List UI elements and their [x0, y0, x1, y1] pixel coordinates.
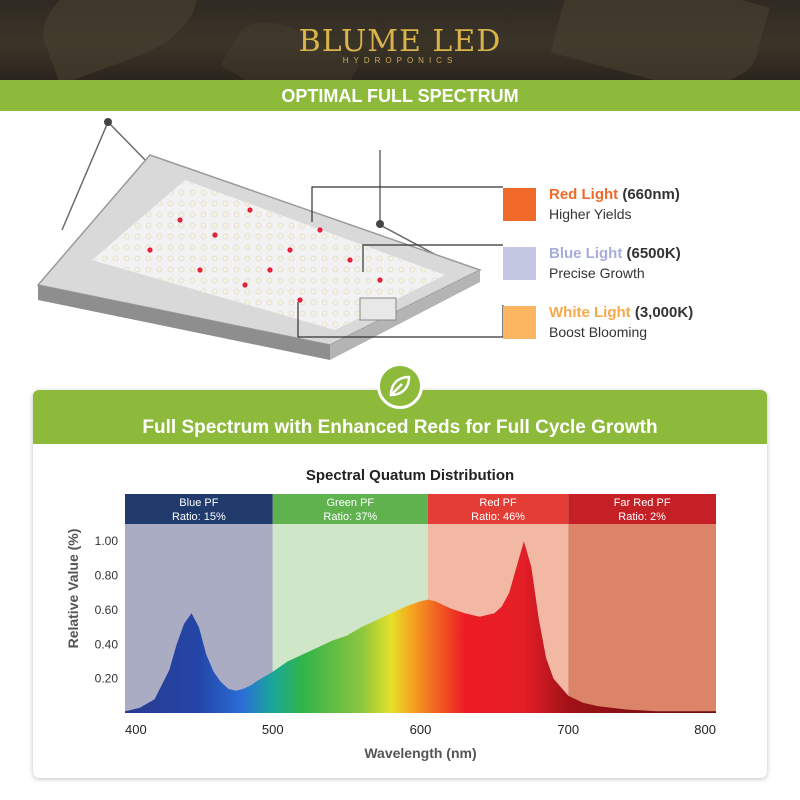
- legend-item-blue: Blue Light (6500K) Precise Growth: [503, 245, 793, 285]
- grow-light-illustration: [36, 118, 504, 360]
- leaf-badge-icon: [377, 363, 423, 409]
- white-light-spec: (3,000K): [634, 304, 694, 321]
- hanger-hook: [104, 118, 112, 126]
- driver-box: [359, 297, 397, 321]
- spectrum-card: Full Spectrum with Enhanced Reds for Ful…: [33, 390, 767, 778]
- white-light-desc: Boost Blooming: [549, 324, 648, 340]
- red-light-desc: Higher Yields: [549, 206, 632, 222]
- legend-item-white: White Light (3,000K) Boost Blooming: [503, 304, 793, 344]
- banner-band: [0, 80, 800, 111]
- red-light-label: Red Light: [549, 186, 619, 203]
- blue-light-desc: Precise Growth: [549, 265, 645, 281]
- callout-line-blue: [362, 244, 503, 272]
- callout-line-red: [311, 186, 503, 222]
- white-light-label: White Light: [549, 304, 631, 321]
- white-light-swatch: [503, 306, 536, 339]
- banner-title: OPTIMAL FULL SPECTRUM: [281, 86, 519, 106]
- legend-item-red: Red Light (660nm) Higher Yields: [503, 186, 793, 226]
- red-light-swatch: [503, 188, 536, 221]
- brand-name: BLUME LED: [298, 24, 502, 59]
- hanging-wire: [61, 121, 109, 231]
- red-light-spec: (660nm): [622, 186, 680, 203]
- chart-title: Spectral Quatum Distribution: [305, 467, 515, 484]
- brand-tagline: HYDROPONICS: [342, 56, 458, 65]
- hanger-hook: [376, 220, 384, 228]
- blue-light-label: Blue Light: [549, 245, 623, 262]
- card-title: Full Spectrum with Enhanced Reds for Ful…: [142, 417, 658, 438]
- red-led-dots: [147, 207, 383, 303]
- brand-header: [0, 0, 800, 80]
- blue-light-spec: (6500K): [626, 245, 681, 262]
- hanging-wire: [107, 121, 151, 166]
- blue-light-swatch: [503, 247, 536, 280]
- panel-heatsink: [38, 285, 330, 360]
